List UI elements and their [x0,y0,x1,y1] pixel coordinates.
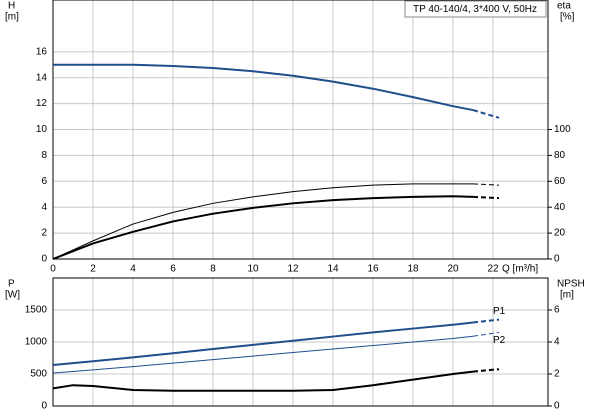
curve [472,195,500,200]
curve [52,183,473,260]
curve [52,195,474,260]
curve [472,368,500,373]
series-label: P2 [493,335,506,346]
x-tick-label: 4 [130,264,136,275]
y-tick-label: 14 [36,72,48,83]
plot-frame [52,277,549,407]
x-axis-label: Q [m³/h] [502,264,538,275]
x-tick-label: 10 [247,264,259,275]
y2-tick-label: 0 [554,254,560,265]
x-tick-label: 22 [487,264,499,275]
y-tick-label: 6 [41,176,47,187]
y-tick-label: 8 [41,150,47,161]
y-tick-label: 4 [41,202,47,213]
x-tick-label: 8 [210,264,216,275]
x-tick-label: 18 [407,264,419,275]
x-tick-label: 16 [367,264,379,275]
y-tick-label: 12 [36,98,48,109]
y2-axis-unit: [%] [560,12,575,23]
y-tick-label: 0 [41,401,47,412]
curve [53,63,474,112]
y-tick-label: 1500 [25,305,48,316]
series-label: P1 [493,306,506,317]
y-tick-label: 500 [30,369,47,380]
y-axis-label: P [8,279,15,290]
y2-tick-label: 40 [554,202,566,213]
curve [472,109,500,119]
curve [52,335,474,374]
x-tick-label: 0 [50,264,56,275]
y-axis-label: H [8,1,15,12]
y-tick-label: 16 [36,46,48,57]
x-tick-label: 20 [447,264,459,275]
y2-tick-label: 6 [554,305,560,316]
y2-axis-label: NPSH [557,279,585,290]
title-box [404,0,547,18]
plot-frame [52,0,549,260]
curve [52,321,474,367]
y-tick-label: 10 [36,124,48,135]
y-tick-label: 1000 [25,337,48,348]
y-tick-label: 0 [41,254,47,265]
curve [472,183,500,186]
x-tick-label: 2 [90,264,96,275]
y-axis-unit: [m] [5,12,19,23]
y2-axis-unit: [m] [560,290,574,301]
y2-tick-label: 4 [554,337,560,348]
curve [472,318,500,324]
y2-tick-label: 100 [554,124,571,135]
y-tick-label: 2 [41,228,47,239]
curve [472,331,500,337]
x-tick-label: 6 [170,264,176,275]
x-tick-label: 14 [327,264,339,275]
y2-tick-label: 20 [554,228,566,239]
y-axis-unit: [W] [5,290,20,301]
x-tick-label: 12 [287,264,299,275]
curve [52,370,474,392]
y2-axis-label: eta [557,1,571,12]
chart-title: TP 40-140/4, 3*400 V, 50Hz [413,4,537,15]
y2-tick-label: 60 [554,176,566,187]
y2-tick-label: 80 [554,150,566,161]
y2-tick-label: 2 [554,369,560,380]
y2-tick-label: 0 [554,401,560,412]
